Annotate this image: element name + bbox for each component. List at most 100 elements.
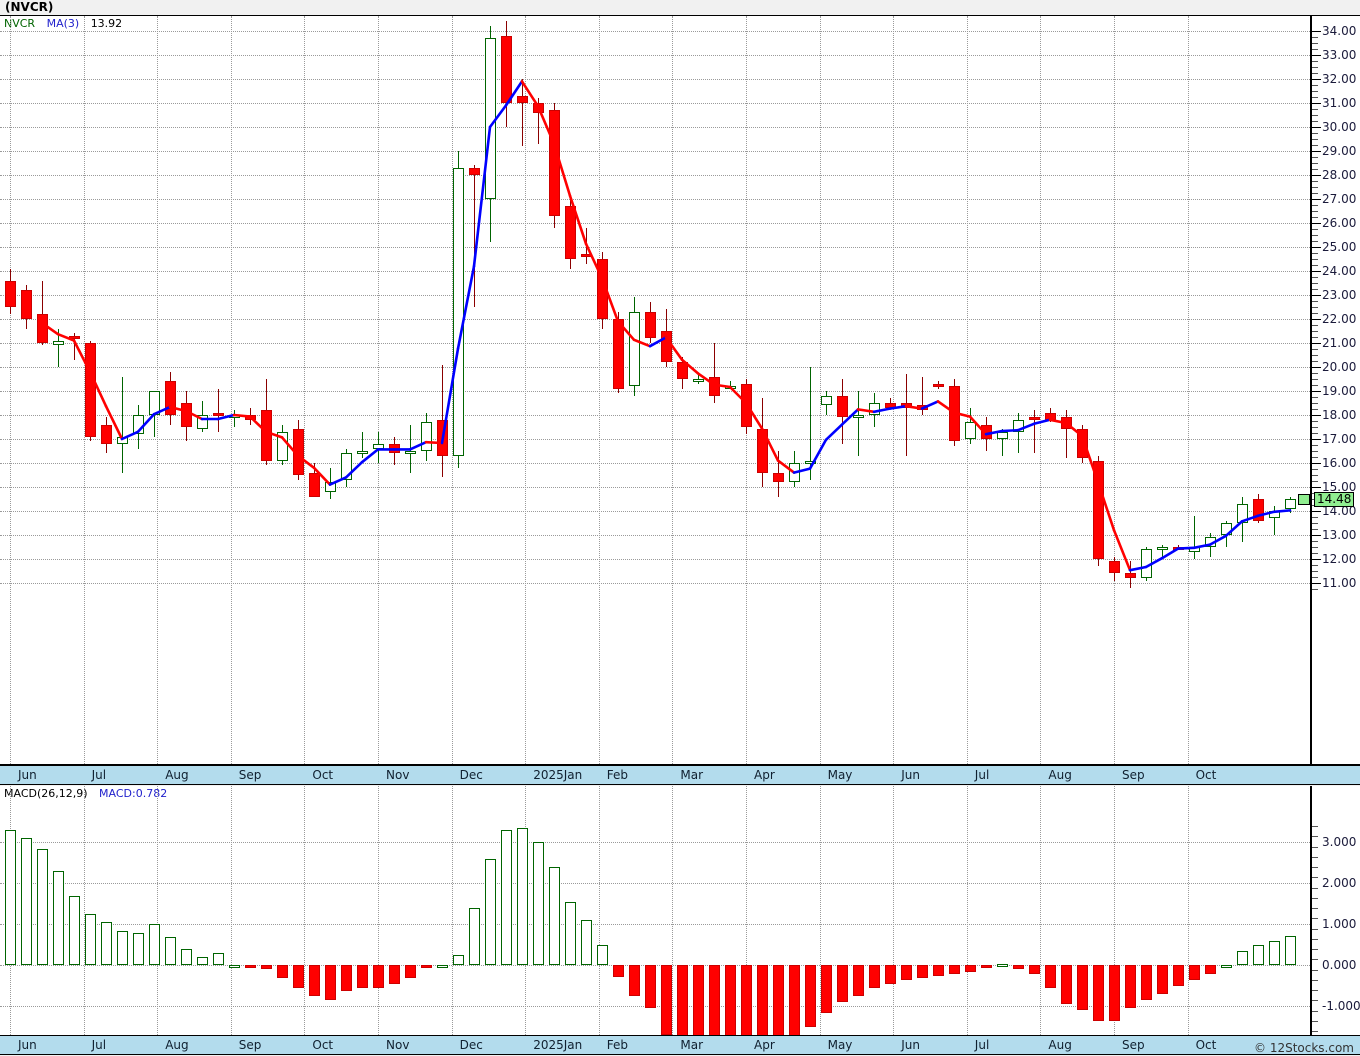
macd-histogram-bar[interactable] [1028, 965, 1040, 974]
macd-histogram-bar[interactable] [548, 867, 560, 966]
macd-histogram-bar[interactable] [580, 920, 592, 966]
candle-body[interactable] [676, 362, 688, 379]
macd-histogram-bar[interactable] [180, 949, 192, 966]
candle-body[interactable] [516, 95, 528, 103]
macd-histogram-bar[interactable] [292, 965, 304, 988]
macd-histogram-bar[interactable] [1124, 965, 1136, 1009]
macd-histogram-bar[interactable] [1204, 965, 1216, 974]
macd-histogram-bar[interactable] [644, 965, 656, 1009]
candle-body[interactable] [836, 395, 848, 418]
candle-body[interactable] [628, 311, 640, 387]
macd-histogram-bar[interactable] [788, 965, 800, 1035]
macd-histogram-bar[interactable] [436, 965, 448, 969]
candle-body[interactable] [356, 451, 368, 454]
macd-histogram-bar[interactable] [84, 914, 96, 966]
macd-histogram-bar[interactable] [68, 895, 80, 966]
macd-histogram-bar[interactable] [996, 964, 1008, 968]
macd-histogram-bar[interactable] [116, 930, 128, 966]
candle-body[interactable] [100, 424, 112, 444]
macd-histogram-bar[interactable] [692, 965, 704, 1035]
candle-body[interactable] [84, 343, 96, 437]
candle-body[interactable] [276, 431, 288, 461]
price-plot-area[interactable]: NVCR MA(3) 13.92 [0, 16, 1310, 764]
macd-histogram-bar[interactable] [932, 965, 944, 976]
macd-histogram-bar[interactable] [1076, 965, 1088, 1011]
macd-histogram-bar[interactable] [1012, 965, 1024, 969]
candle-body[interactable] [1252, 499, 1264, 521]
candle-body[interactable] [324, 482, 336, 492]
macd-histogram-bar[interactable] [1188, 965, 1200, 980]
macd-histogram-bar[interactable] [356, 965, 368, 988]
candle-body[interactable] [196, 415, 208, 430]
macd-histogram-bar[interactable] [900, 965, 912, 980]
candle-body[interactable] [4, 280, 16, 307]
candle-body[interactable] [772, 472, 784, 483]
candle-body[interactable] [644, 311, 656, 339]
macd-histogram-bar[interactable] [868, 965, 880, 988]
macd-histogram-bar[interactable] [676, 965, 688, 1035]
macd-histogram-bar[interactable] [260, 965, 272, 970]
macd-histogram-bar[interactable] [276, 965, 288, 978]
macd-histogram-bar[interactable] [1044, 965, 1056, 988]
macd-histogram-bar[interactable] [1092, 965, 1104, 1021]
candle-body[interactable] [308, 472, 320, 497]
macd-histogram-bar[interactable] [1156, 965, 1168, 995]
candle-body[interactable] [52, 340, 64, 346]
candle-body[interactable] [404, 451, 416, 454]
macd-histogram-bar[interactable] [452, 955, 464, 966]
macd-histogram-bar[interactable] [244, 965, 256, 969]
macd-histogram-bar[interactable] [148, 924, 160, 966]
macd-histogram-bar[interactable] [1252, 944, 1264, 966]
macd-histogram-bar[interactable] [1108, 965, 1120, 1021]
candle-body[interactable] [1284, 499, 1296, 509]
macd-histogram-bar[interactable] [1220, 964, 1232, 968]
candle-body[interactable] [1156, 547, 1168, 550]
macd-histogram-bar[interactable] [420, 965, 432, 969]
macd-histogram-bar[interactable] [516, 828, 528, 966]
candle-body[interactable] [1108, 561, 1120, 574]
candle-body[interactable] [452, 167, 464, 456]
macd-histogram-bar[interactable] [804, 965, 816, 1027]
candle-body[interactable] [1124, 573, 1136, 579]
candle-body[interactable] [1092, 460, 1104, 559]
candle-body[interactable] [212, 412, 224, 416]
macd-histogram-bar[interactable] [500, 830, 512, 966]
macd-histogram-bar[interactable] [1060, 965, 1072, 1005]
macd-histogram-bar[interactable] [388, 965, 400, 984]
candle-body[interactable] [964, 422, 976, 439]
candle-body[interactable] [852, 415, 864, 418]
macd-histogram-bar[interactable] [756, 965, 768, 1035]
macd-histogram-bar[interactable] [484, 858, 496, 966]
macd-histogram-bar[interactable] [820, 965, 832, 1013]
macd-histogram-bar[interactable] [132, 932, 144, 966]
candle-body[interactable] [340, 453, 352, 480]
macd-histogram-bar[interactable] [1140, 965, 1152, 1001]
macd-histogram-bar[interactable] [852, 965, 864, 997]
macd-histogram-bar[interactable] [100, 922, 112, 966]
candle-body[interactable] [692, 379, 704, 382]
macd-histogram-bar[interactable] [372, 965, 384, 988]
macd-histogram-bar[interactable] [612, 965, 624, 977]
macd-histogram-bar[interactable] [708, 965, 720, 1035]
macd-histogram-bar[interactable] [660, 965, 672, 1035]
macd-histogram-bar[interactable] [52, 871, 64, 966]
candle-body[interactable] [980, 424, 992, 439]
macd-histogram-bar[interactable] [164, 936, 176, 966]
candle-body[interactable] [1076, 429, 1088, 459]
macd-histogram-bar[interactable] [564, 901, 576, 966]
macd-histogram-bar[interactable] [20, 838, 32, 966]
candle-body[interactable] [500, 35, 512, 103]
macd-histogram-bar[interactable] [772, 965, 784, 1035]
macd-histogram-bar[interactable] [4, 830, 16, 966]
macd-histogram-bar[interactable] [1284, 935, 1296, 966]
candle-body[interactable] [260, 410, 272, 461]
macd-plot-area[interactable]: MACD(26,12,9) MACD:0.782 [0, 786, 1310, 1035]
macd-histogram-bar[interactable] [596, 944, 608, 966]
macd-histogram-bar[interactable] [308, 965, 320, 997]
candle-body[interactable] [564, 206, 576, 259]
candle-body[interactable] [468, 167, 480, 175]
candle-body[interactable] [164, 381, 176, 415]
candle-body[interactable] [820, 395, 832, 406]
candle-body[interactable] [1028, 417, 1040, 421]
candle-body[interactable] [180, 403, 192, 427]
